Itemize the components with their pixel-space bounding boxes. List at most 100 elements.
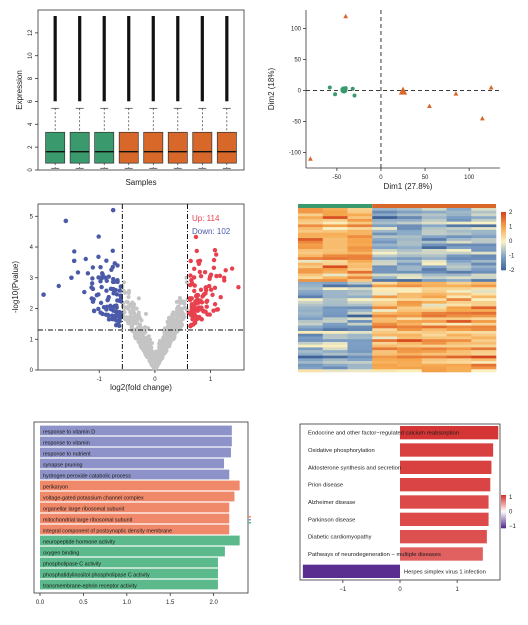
heatmap-cell — [322, 295, 348, 299]
heatmap-cell — [372, 259, 398, 263]
ns-point — [140, 336, 145, 341]
heatmap-cell — [372, 369, 398, 373]
heatmap-cell — [446, 328, 472, 332]
heatmap-cell — [372, 311, 398, 315]
kegg-bar — [302, 564, 400, 578]
ns-point — [139, 341, 144, 346]
heatmap-cell — [397, 303, 423, 307]
colorbar-step — [501, 504, 506, 507]
box — [69, 131, 90, 164]
heatmap-cell — [298, 216, 324, 220]
heatmap-cell — [322, 328, 348, 332]
colorbar-step — [501, 235, 506, 237]
colorbar-step — [501, 214, 506, 217]
colorbar-step — [501, 212, 506, 214]
heatmap-cell — [421, 320, 447, 324]
pca-point — [333, 92, 338, 97]
heatmap-cell — [446, 279, 472, 283]
heatmap-cell — [421, 221, 447, 225]
heatmap-cell — [421, 224, 447, 228]
heatmap-cell — [298, 221, 324, 225]
heatmap-cell — [421, 281, 447, 285]
outlier-column — [225, 16, 229, 102]
heatmap-cell — [298, 361, 324, 365]
plot-frame — [33, 421, 249, 594]
heatmap-cell — [298, 279, 324, 283]
heatmap-cell — [397, 295, 423, 299]
heatmap-cell — [471, 259, 497, 263]
heatmap-cell — [298, 363, 324, 367]
colorbar-step — [501, 239, 506, 242]
heatmap-cell — [347, 210, 373, 214]
heatmap-cell — [446, 303, 472, 307]
go-bar — [40, 480, 240, 491]
heatmap-cell — [421, 268, 447, 272]
kegg-pathway-label: Herpes simplex virus 1 infection — [404, 569, 486, 575]
go-bar — [40, 469, 230, 480]
heatmap-cell — [347, 352, 373, 356]
heatmap-cell — [471, 229, 497, 233]
heatmap-cell — [397, 221, 423, 225]
heatmap-cell — [471, 279, 497, 283]
go-bar — [40, 557, 218, 568]
heatmap-cell — [446, 339, 472, 343]
heatmap-cell — [347, 235, 373, 239]
heatmap-cell — [421, 333, 447, 337]
heatmap-cell — [347, 279, 373, 283]
y-tick-label: 4 — [30, 245, 34, 251]
heatmap-cell — [347, 221, 373, 225]
volcano-panel: -1 0 1 0 1 2 3 4 5 log2(fold change) -log10(Pvalue… — [11, 203, 245, 392]
heatmap-cell — [471, 208, 497, 212]
ns-point — [166, 333, 171, 338]
go-bar — [40, 491, 235, 502]
legend-swatch — [248, 516, 251, 518]
ns-point — [140, 345, 145, 350]
heatmap-cell — [421, 257, 447, 261]
heatmap-cell — [446, 287, 472, 291]
heatmap-cell — [471, 262, 497, 266]
heatmap-cell — [471, 235, 497, 239]
ns-point — [157, 356, 162, 361]
heatmap-cell — [347, 284, 373, 288]
kegg-bar — [400, 478, 491, 492]
colorbar-step — [501, 513, 506, 516]
colorbar-step — [501, 255, 506, 258]
heatmap-cell — [298, 238, 324, 242]
pca-point — [308, 156, 313, 161]
up-point — [214, 252, 219, 257]
heatmap-cell — [446, 281, 472, 285]
heatmap-cell — [298, 317, 324, 321]
heatmap-cell — [298, 246, 324, 250]
heatmap-cell — [446, 229, 472, 233]
up-point — [194, 248, 199, 254]
go-term-label: hydrogen peroxide catabolic process — [43, 474, 131, 480]
heatmap-cell — [421, 331, 447, 335]
up-point — [197, 269, 203, 275]
colorbar-step — [501, 500, 506, 502]
heatmap-cell — [446, 295, 472, 299]
colorbar-step — [501, 232, 506, 235]
heatmap-cell — [446, 221, 472, 225]
heatmap-cell — [397, 306, 423, 310]
ns-point — [146, 326, 151, 331]
colorbar-step — [501, 219, 506, 221]
heatmap-cell — [471, 216, 497, 220]
heatmap-cell — [421, 347, 447, 351]
heatmap-cell — [421, 210, 447, 214]
heatmap-cell — [347, 306, 373, 310]
heatmap-cell — [471, 328, 497, 332]
heatmap-cell — [446, 216, 472, 220]
heatmap-cell — [372, 227, 398, 231]
heatmap-cell — [446, 246, 472, 250]
heatmap-cell — [372, 341, 398, 345]
outlier-column — [151, 16, 155, 102]
y-tick-label: 100 — [291, 27, 302, 33]
kegg-bar — [400, 443, 494, 457]
heatmap-cell — [446, 331, 472, 335]
heatmap-cell — [372, 363, 398, 367]
heatmap-cell — [446, 238, 472, 242]
heatmap-cell — [397, 240, 423, 244]
heatmap-cell — [446, 235, 472, 239]
heatmap-cell — [322, 273, 348, 277]
heatmap-cell — [322, 249, 348, 253]
